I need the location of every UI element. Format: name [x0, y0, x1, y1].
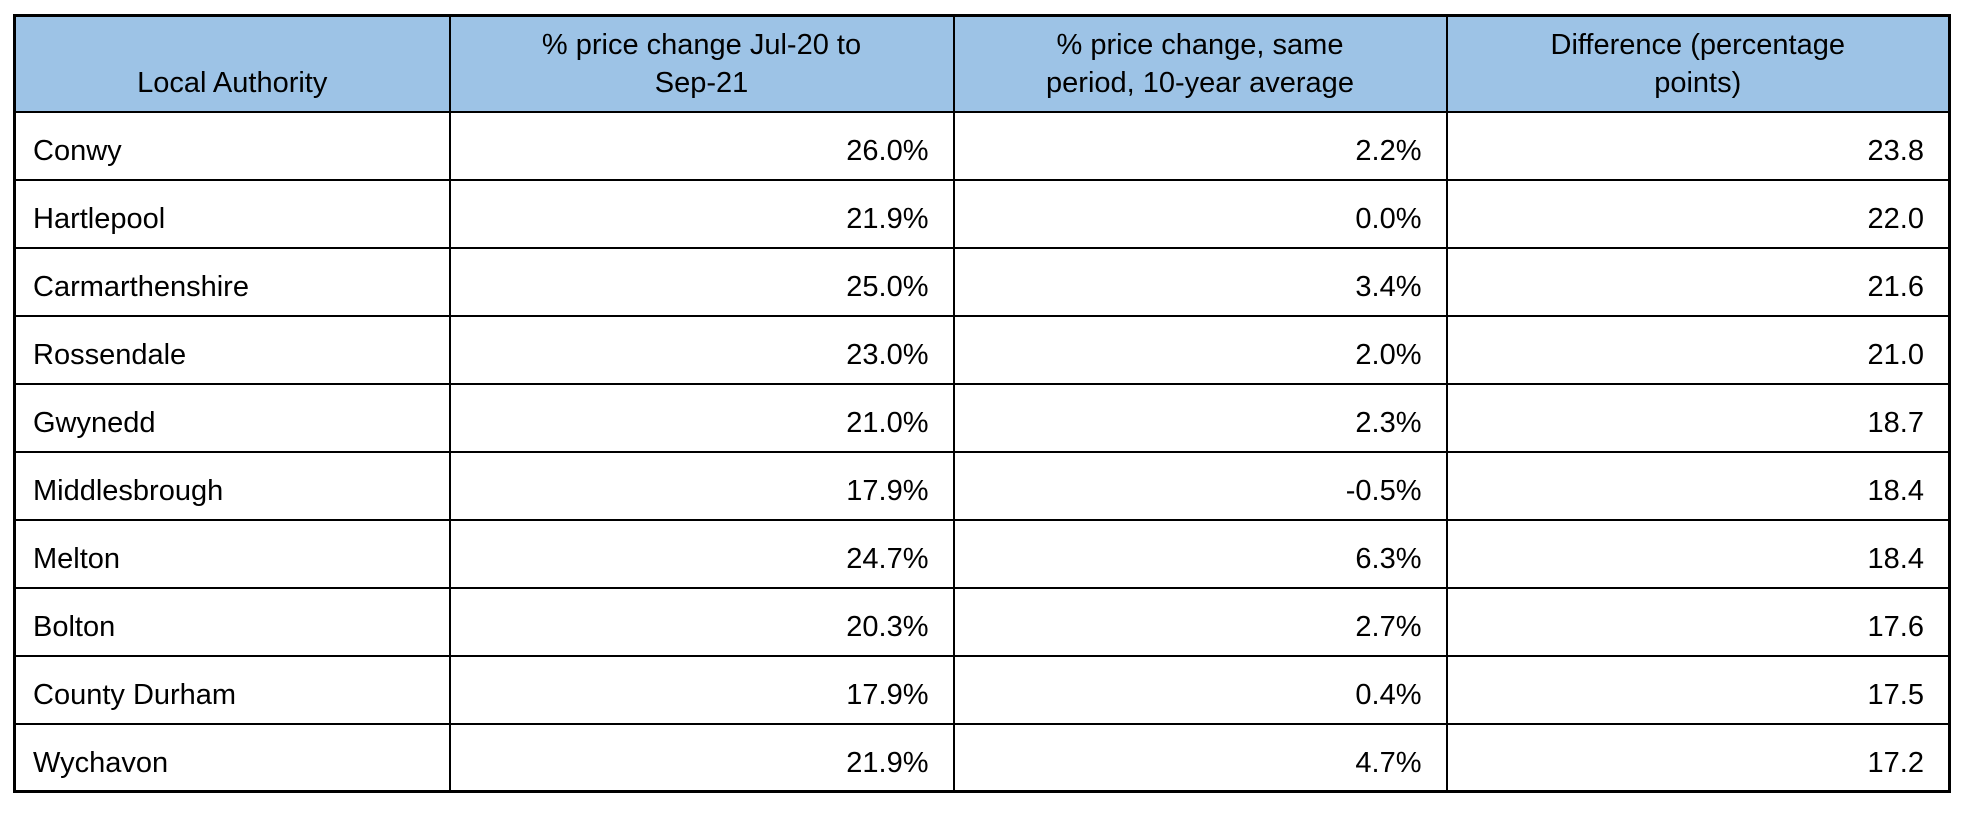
cell-value: 21.9%	[448, 178, 955, 249]
table-row: Gwynedd 21.0% 2.3% 18.7	[13, 382, 1951, 453]
column-header: % price change, same period, 10-year ave…	[952, 14, 1448, 113]
cell-local-authority: Carmarthenshire	[13, 246, 451, 317]
cell-local-authority: County Durham	[13, 654, 451, 725]
cell-local-authority: Hartlepool	[13, 178, 451, 249]
cell-local-authority: Gwynedd	[13, 382, 451, 453]
column-header: Difference (percentage points)	[1445, 14, 1951, 113]
cell-local-authority: Wychavon	[13, 722, 451, 793]
cell-value: 26.0%	[448, 110, 955, 181]
cell-value: 23.0%	[448, 314, 955, 385]
table-row: Bolton 20.3% 2.7% 17.6	[13, 586, 1951, 657]
cell-value: 2.7%	[952, 586, 1448, 657]
cell-value: 17.6	[1445, 586, 1951, 657]
table-row: Hartlepool 21.9% 0.0% 22.0	[13, 178, 1951, 249]
cell-value: 4.7%	[952, 722, 1448, 793]
cell-value: 2.3%	[952, 382, 1448, 453]
cell-value: 17.5	[1445, 654, 1951, 725]
cell-value: 0.4%	[952, 654, 1448, 725]
column-header: % price change Jul-20 to Sep-21	[448, 14, 955, 113]
price-change-table: Local Authority% price change Jul-20 to …	[13, 14, 1951, 793]
table-row: Carmarthenshire 25.0% 3.4% 21.6	[13, 246, 1951, 317]
cell-value: 20.3%	[448, 586, 955, 657]
cell-value: 25.0%	[448, 246, 955, 317]
cell-value: 2.2%	[952, 110, 1448, 181]
table-row: Melton 24.7% 6.3% 18.4	[13, 518, 1951, 589]
cell-value: 21.9%	[448, 722, 955, 793]
table-row: Middlesbrough 17.9% -0.5% 18.4	[13, 450, 1951, 521]
header-row: Local Authority% price change Jul-20 to …	[13, 14, 1951, 113]
cell-value: 23.8	[1445, 110, 1951, 181]
cell-local-authority: Middlesbrough	[13, 450, 451, 521]
cell-value: 21.6	[1445, 246, 1951, 317]
cell-local-authority: Bolton	[13, 586, 451, 657]
column-header: Local Authority	[13, 14, 451, 113]
table-row: Rossendale 23.0% 2.0% 21.0	[13, 314, 1951, 385]
cell-value: 21.0	[1445, 314, 1951, 385]
cell-value: 0.0%	[952, 178, 1448, 249]
cell-value: 6.3%	[952, 518, 1448, 589]
cell-value: 17.9%	[448, 450, 955, 521]
table-row: County Durham 17.9% 0.4% 17.5	[13, 654, 1951, 725]
cell-local-authority: Rossendale	[13, 314, 451, 385]
cell-value: 17.2	[1445, 722, 1951, 793]
cell-value: 18.7	[1445, 382, 1951, 453]
cell-value: 2.0%	[952, 314, 1448, 385]
cell-value: 3.4%	[952, 246, 1448, 317]
cell-value: 24.7%	[448, 518, 955, 589]
cell-value: 22.0	[1445, 178, 1951, 249]
cell-value: 18.4	[1445, 450, 1951, 521]
cell-value: 18.4	[1445, 518, 1951, 589]
table-row: Conwy 26.0% 2.2% 23.8	[13, 110, 1951, 181]
table-row: Wychavon 21.9% 4.7% 17.2	[13, 722, 1951, 793]
cell-local-authority: Melton	[13, 518, 451, 589]
cell-value: 21.0%	[448, 382, 955, 453]
cell-value: 17.9%	[448, 654, 955, 725]
table-body: Conwy 26.0% 2.2% 23.8 Hartlepool 21.9% 0.0% 22.…	[13, 110, 1951, 793]
cell-local-authority: Conwy	[13, 110, 451, 181]
cell-value: -0.5%	[952, 450, 1448, 521]
